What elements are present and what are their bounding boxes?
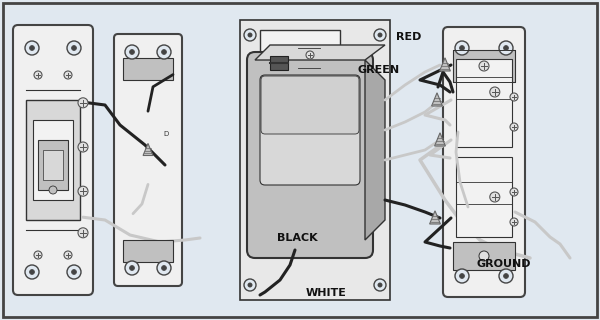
Polygon shape [255, 45, 385, 60]
Bar [240, 20, 390, 300]
Polygon shape [430, 211, 440, 224]
Circle shape [34, 71, 42, 79]
Circle shape [78, 186, 88, 196]
Circle shape [306, 51, 314, 59]
Circle shape [161, 50, 166, 54]
FancyBboxPatch shape [13, 25, 93, 295]
Bar [26, 100, 80, 220]
Circle shape [460, 274, 464, 278]
Circle shape [157, 45, 171, 59]
Circle shape [157, 261, 171, 275]
Circle shape [78, 98, 88, 108]
FancyBboxPatch shape [261, 76, 359, 134]
Polygon shape [431, 93, 442, 106]
FancyBboxPatch shape [114, 34, 182, 286]
Polygon shape [440, 58, 451, 71]
Text: D: D [163, 131, 169, 137]
Circle shape [510, 218, 518, 226]
Circle shape [490, 192, 500, 202]
Circle shape [29, 269, 34, 275]
Circle shape [244, 279, 256, 291]
FancyBboxPatch shape [443, 27, 525, 297]
Circle shape [64, 71, 72, 79]
Bar [123, 240, 173, 262]
Bar [123, 58, 173, 80]
Text: GREEN: GREEN [357, 65, 399, 76]
Bar [38, 140, 68, 190]
FancyBboxPatch shape [247, 52, 373, 258]
Circle shape [503, 274, 508, 278]
Circle shape [499, 269, 513, 283]
Circle shape [510, 123, 518, 131]
Bar [453, 242, 515, 270]
Circle shape [49, 186, 57, 194]
Circle shape [503, 45, 508, 51]
Circle shape [460, 45, 464, 51]
Circle shape [25, 41, 39, 55]
Circle shape [78, 228, 88, 238]
Circle shape [510, 188, 518, 196]
Circle shape [161, 266, 166, 270]
Bar [456, 157, 512, 237]
Circle shape [130, 266, 134, 270]
Circle shape [67, 265, 81, 279]
Circle shape [455, 269, 469, 283]
Text: BLACK: BLACK [277, 233, 317, 244]
Circle shape [499, 41, 513, 55]
Circle shape [64, 251, 72, 259]
Text: RED: RED [396, 32, 421, 42]
Polygon shape [365, 60, 385, 240]
Bar [453, 50, 515, 82]
Circle shape [67, 41, 81, 55]
Circle shape [125, 261, 139, 275]
Circle shape [490, 87, 500, 97]
Circle shape [71, 45, 76, 51]
Circle shape [244, 29, 256, 41]
Bar [33, 120, 73, 200]
Circle shape [479, 61, 489, 71]
Text: GROUND: GROUND [477, 259, 531, 269]
Circle shape [374, 279, 386, 291]
Bar [456, 59, 512, 147]
Circle shape [29, 45, 34, 51]
Bar [260, 30, 340, 75]
Circle shape [78, 142, 88, 152]
Circle shape [374, 29, 386, 41]
Circle shape [510, 93, 518, 101]
Circle shape [125, 45, 139, 59]
Bar [270, 56, 288, 70]
Circle shape [378, 283, 382, 287]
Circle shape [248, 33, 252, 37]
Circle shape [378, 33, 382, 37]
Circle shape [248, 283, 252, 287]
Bar [43, 150, 63, 180]
Polygon shape [143, 143, 153, 156]
Text: WHITE: WHITE [305, 288, 346, 298]
Circle shape [479, 251, 489, 261]
Circle shape [71, 269, 76, 275]
FancyBboxPatch shape [260, 75, 360, 185]
Circle shape [25, 265, 39, 279]
Circle shape [34, 251, 42, 259]
Polygon shape [434, 133, 445, 146]
Circle shape [130, 50, 134, 54]
Circle shape [455, 41, 469, 55]
